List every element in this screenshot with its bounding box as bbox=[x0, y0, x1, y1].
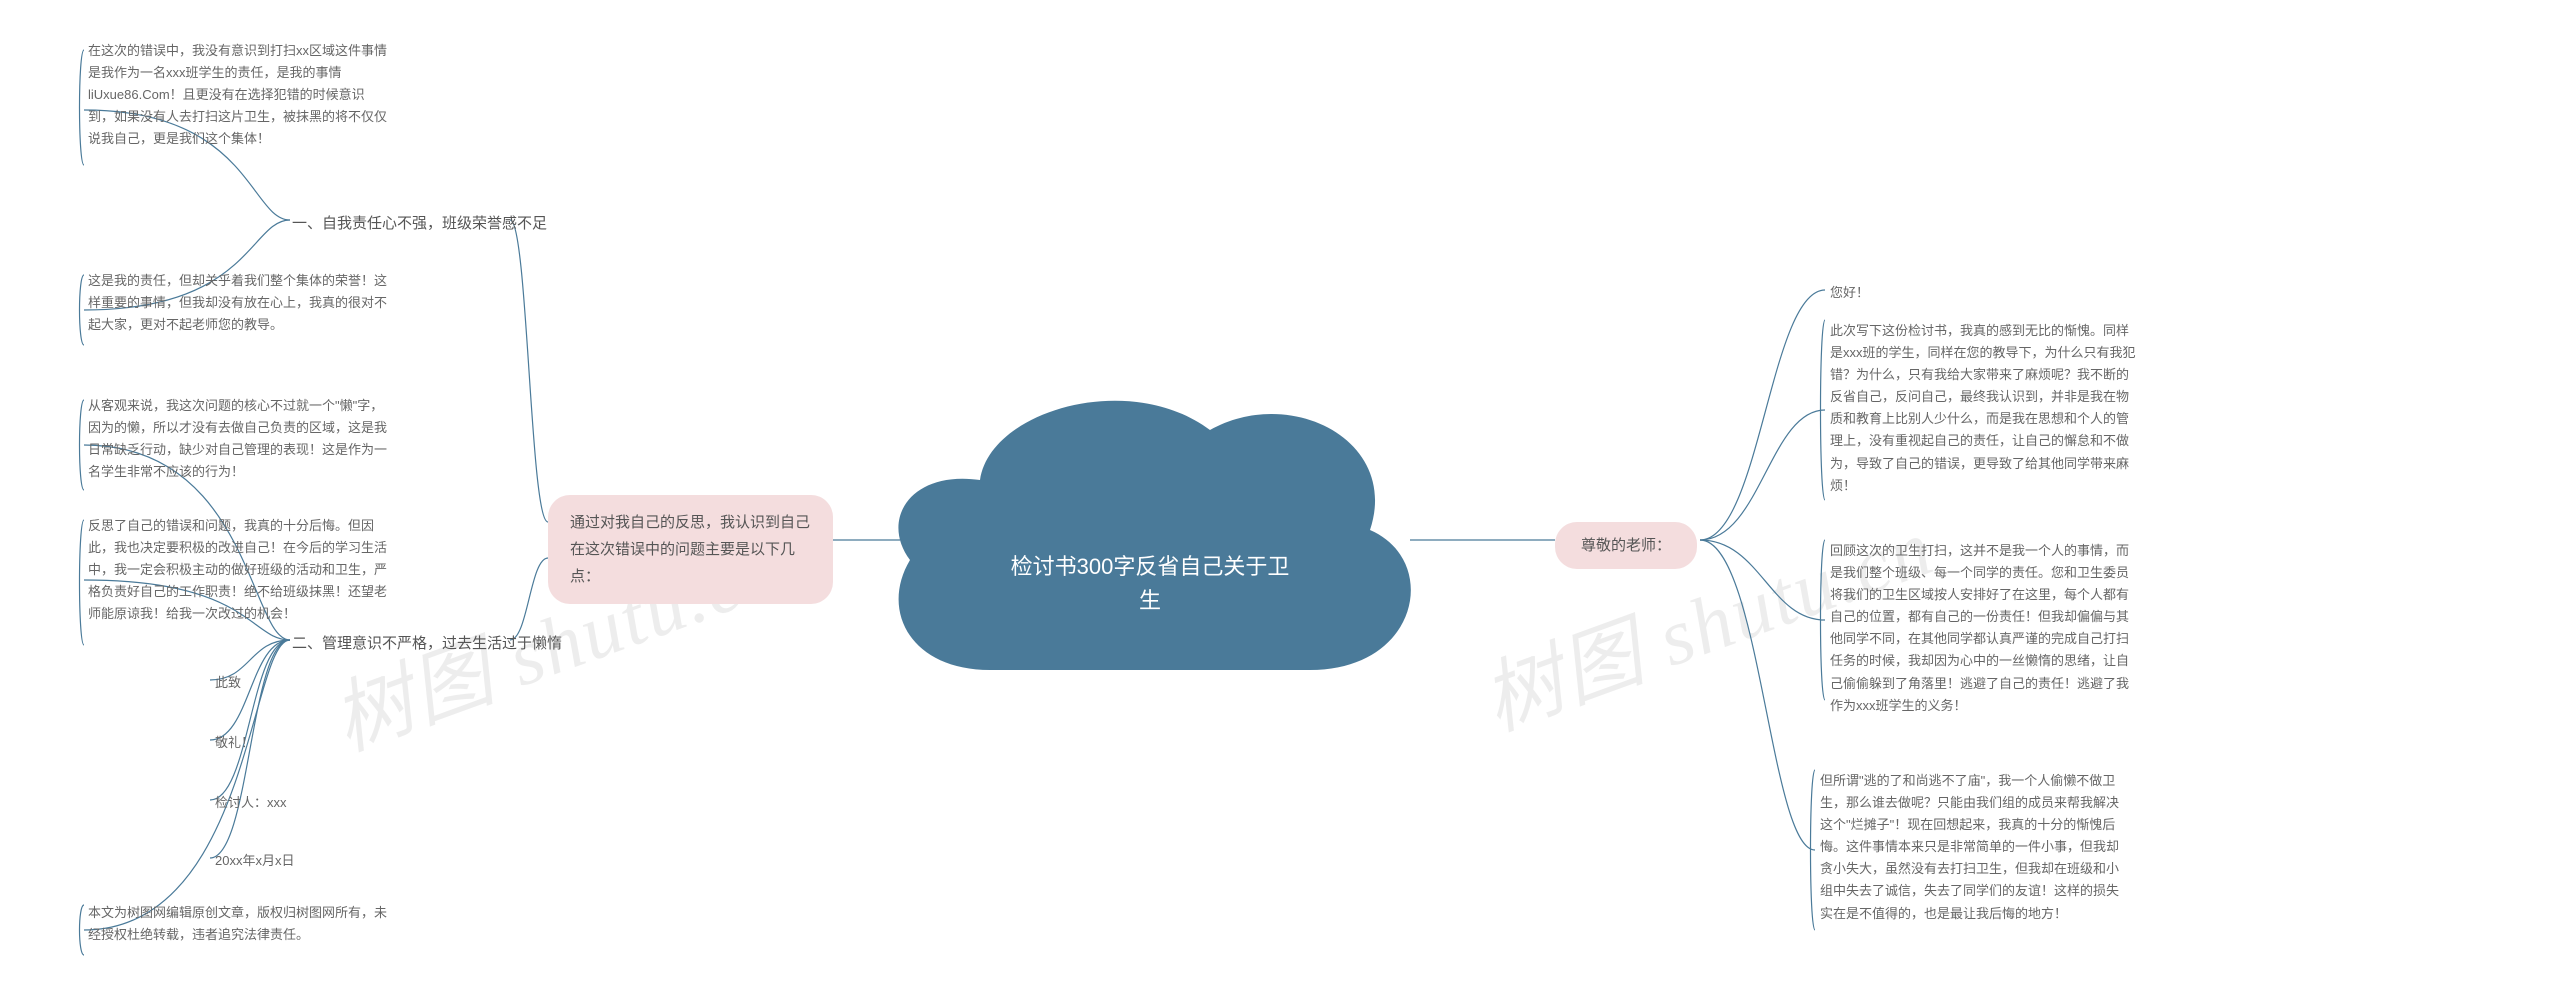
left-primary-node: 通过对我自己的反思，我认识到自己在这次错误中的问题主要是以下几点： bbox=[548, 495, 833, 604]
right-leaf-2: 此次写下这份检讨书，我真的感到无比的惭愧。同样是xxx班的学生，同样在您的教导下… bbox=[1830, 320, 2140, 497]
branch-2-leaf-3: 此致 bbox=[215, 672, 355, 694]
branch-2-leaf-2: 反思了自己的错误和问题，我真的十分后悔。但因此，我也决定要积极的改进自己！在今后… bbox=[88, 515, 388, 625]
right-primary-node: 尊敬的老师： bbox=[1555, 522, 1697, 569]
central-title: 检讨书300字反省自己关于卫生 bbox=[870, 550, 1430, 618]
right-leaf-3: 回顾这次的卫生打扫，这并不是我一个人的事情，而是我们整个班级、每一个同学的责任。… bbox=[1830, 540, 2140, 717]
branch-1-label: 一、自我责任心不强，班级荣誉感不足 bbox=[292, 212, 547, 233]
branch-2-leaf-5: 检讨人：xxx bbox=[215, 792, 355, 814]
branch-1-leaf-1: 在这次的错误中，我没有意识到打扫xx区域这件事情是我作为一名xxx班学生的责任，… bbox=[88, 40, 388, 150]
branch-2-leaf-7: 本文为树图网编辑原创文章，版权归树图网所有，未经授权杜绝转载，违者追究法律责任。 bbox=[88, 902, 388, 946]
branch-1-leaf-2: 这是我的责任，但却关乎着我们整个集体的荣誉！这样重要的事情，但我却没有放在心上，… bbox=[88, 270, 388, 336]
branch-2-leaf-6: 20xx年x月x日 bbox=[215, 850, 355, 872]
right-leaf-1: 您好！ bbox=[1830, 282, 1890, 304]
right-leaf-4: 但所谓"逃的了和尚逃不了庙"，我一个人偷懒不做卫生，那么谁去做呢？只能由我们组的… bbox=[1820, 770, 2130, 925]
branch-2-label: 二、管理意识不严格，过去生活过于懒惰 bbox=[292, 632, 562, 653]
central-cloud-node: 检讨书300字反省自己关于卫生 bbox=[870, 380, 1430, 700]
branch-2-leaf-4: 敬礼！ bbox=[215, 732, 355, 754]
branch-2-leaf-1: 从客观来说，我这次问题的核心不过就一个"懒"字，因为的懒，所以才没有去做自己负责… bbox=[88, 395, 388, 483]
